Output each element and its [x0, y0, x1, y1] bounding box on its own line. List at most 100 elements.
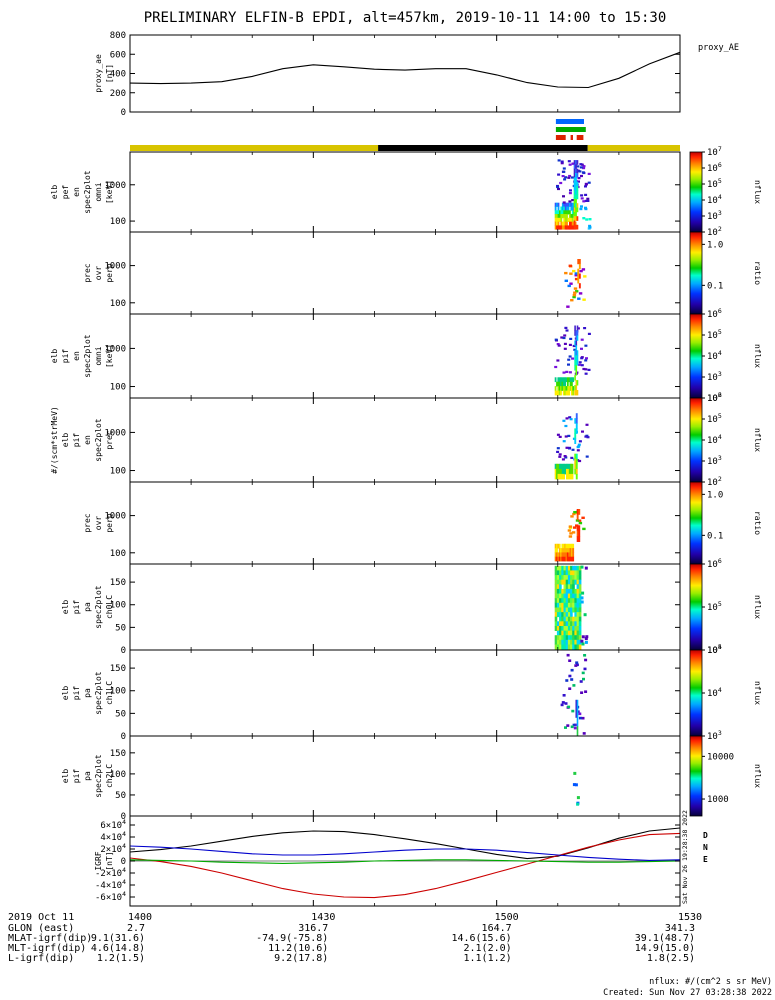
elb-pef-en-omni-spec-cell	[557, 159, 561, 162]
prec-ovr-perp-2-frame	[129, 481, 681, 565]
elb-pef-en-omni-spec-cell	[567, 202, 570, 207]
elb-pif-pa-ch0lc-spec-cell	[578, 635, 582, 641]
prec-ovr-perp-1-spec-cell	[568, 264, 572, 267]
elb-pif-pa-ch0lc-spec-cell	[570, 626, 573, 631]
elb-pif-pa-ch0lc-spec-cell	[554, 593, 558, 599]
elb-pif-pa-ch0lc-spec-cell	[570, 575, 573, 581]
elb-pif-pa-ch0lc-spec-cell	[561, 612, 564, 618]
elb-pef-en-omni-spec-cell	[577, 177, 581, 180]
elb-pif-pa-ch0lc-spec-cell	[565, 639, 569, 645]
status-bar-blue	[555, 119, 584, 124]
prec-ovr-perp-2-spec-cell	[564, 548, 566, 553]
elb-pif-pa-ch0lc-spec-cell	[561, 621, 564, 627]
elb-pif-pa-ch1lc-spec-cell	[575, 663, 579, 667]
elb-pif-en-prec-spec-cell	[568, 468, 571, 475]
elb-pif-pa-ch0lc-spec-cell	[565, 584, 569, 590]
elb-pif-pa-ch0lc-spec-cell	[561, 598, 564, 604]
elb-pif-pa-ch0lc-spec-cell	[576, 616, 580, 622]
elb-pef-en-omni-spec-cell	[557, 187, 560, 191]
elb-pif-en-prec-spec-cell	[566, 463, 568, 470]
elb-pif-pa-ch0lc-spec-cell	[565, 579, 569, 585]
elb-pif-pa-ch0lc-ylabel: pif	[72, 600, 81, 615]
elb-pif-pa-ch0lc-spec-cell	[572, 602, 575, 608]
elb-pif-pa-ch0lc-ytick-label: 50	[115, 623, 126, 633]
elb-pif-pa-ch0lc-spec-cell	[567, 612, 571, 618]
elb-pef-en-omni-spec-cell	[575, 194, 577, 200]
elb-pef-en-omni-spec-cell	[587, 172, 591, 175]
elb-pif-pa-ch0lc-spec-cell	[572, 635, 575, 641]
elb-pif-en-prec-cb-axis-label: nflux	[753, 428, 762, 452]
elb-pif-en-prec-spec-cell	[569, 418, 573, 421]
elb-pef-en-omni-spec-cell	[556, 214, 558, 219]
elb-pif-pa-ch0lc-spec-cell	[559, 575, 562, 581]
prec-ovr-perp-1-cb-axis-label: ratio	[753, 261, 762, 285]
elb-pef-en-omni-spec-cell	[556, 210, 558, 215]
elb-pif-pa-ch0lc-spec-cell	[572, 579, 575, 585]
proxy-ae-frame	[129, 34, 681, 113]
prec-ovr-perp-2-spec-cell	[562, 548, 565, 553]
prec-ovr-perp-2-spec-cell	[582, 527, 586, 531]
prec-ovr-perp-2-spec-cell	[571, 531, 576, 534]
elb-pif-en-omni-spec-cell	[565, 377, 568, 383]
elb-pif-en-prec-spec-cell	[585, 455, 589, 458]
nflux-units-note: nflux: #/(cm^2 s sr MeV)	[649, 977, 772, 987]
elb-pif-en-omni-spec-cell	[562, 381, 565, 387]
elb-pif-en-prec-spec-cell	[567, 434, 571, 437]
elb-pif-pa-ch0lc-spec-cell	[570, 644, 573, 650]
elb-pef-en-omni-spec-cell	[561, 202, 564, 207]
elb-pif-en-prec-spec-cell	[564, 456, 568, 459]
elb-pif-pa-ch0lc-spec-cell	[554, 612, 558, 618]
elb-pef-en-omni-spec-cell	[573, 198, 576, 204]
elb-pif-en-prec-spec-cell	[574, 418, 577, 424]
elb-pef-en-omni-spec-cell	[575, 207, 577, 213]
elb-pif-pa-ch0lc-spec-cell	[556, 612, 560, 618]
elb-pef-en-omni-spec-cell	[576, 173, 579, 178]
elb-pif-en-omni-spec-cell	[563, 342, 567, 345]
prec-ovr-perp-2-spec-cell	[578, 525, 581, 532]
elb-pif-pa-ch0lc-spec-cell	[572, 570, 575, 576]
elb-pif-en-omni-spec-cell	[574, 355, 576, 361]
status-bar-red	[570, 135, 573, 140]
elb-pif-pa-ch1lc-spec-cell	[572, 684, 576, 687]
elb-pif-en-omni-spec-cell	[572, 390, 575, 396]
prec-ovr-perp-2-spec-cell	[557, 556, 560, 562]
elb-pif-pa-ch0lc-spec-cell	[559, 584, 562, 590]
elb-pif-pa-ch1lc-spec-cell	[568, 659, 572, 662]
elb-pif-en-prec-spec-cell	[578, 459, 582, 463]
elb-pif-pa-ch0lc-spec-cell	[559, 607, 562, 613]
elb-pif-pa-ch2lc-ylabel: elb	[61, 769, 70, 784]
elb-pif-pa-ch0lc-spec-cell	[556, 639, 560, 645]
proxy-ae-line-proxy_AE	[129, 51, 681, 89]
elb-pif-en-prec-spec-cell	[554, 463, 557, 470]
elb-pif-en-prec-spec-cell	[559, 473, 561, 480]
prec-ovr-perp-1-spec-cell	[569, 282, 573, 285]
elb-pif-pa-ch0lc-spec-cell	[559, 639, 562, 645]
elb-pif-pa-ch0lc-spec-cell	[563, 579, 567, 585]
elb-pif-pa-ch0lc-spec-cell	[556, 630, 560, 636]
elb-pef-en-omni-spec-cell	[561, 206, 564, 211]
igrf-ytick-label: 0	[121, 857, 126, 867]
igrf-ytick-label: 4×104	[100, 830, 126, 843]
elb-pif-en-prec-spec-cell	[557, 468, 560, 475]
elb-pif-en-prec-spec-cell	[554, 468, 557, 475]
elb-pif-en-prec-spec-cell	[568, 446, 572, 449]
elb-pif-en-prec-spec-cell	[575, 413, 578, 419]
prec-ovr-perp-2-spec-cell	[569, 552, 572, 558]
elb-pif-en-omni-spec-cell	[554, 377, 557, 383]
elb-pef-en-omni-spec-cell	[573, 160, 576, 165]
elb-pif-pa-ch1lc-spec-cell	[564, 726, 567, 729]
elb-pif-pa-ch1lc-ytick-label: 50	[115, 709, 126, 719]
elb-pif-en-prec-colorbar	[689, 397, 703, 483]
elb-pif-pa-ch2lc-spec-cell	[576, 802, 580, 806]
elb-pef-en-omni-spec-cell	[575, 177, 577, 182]
elb-pif-en-prec-spec-cell	[568, 473, 571, 480]
elb-pif-pa-ch0lc-spec-cell	[567, 565, 571, 571]
elb-pef-en-omni-spec-cell	[554, 217, 557, 222]
elb-pif-en-prec-spec-cell	[577, 445, 581, 448]
elb-pef-en-omni-spec-cell	[569, 210, 571, 215]
prec-ovr-perp-1-frame	[129, 231, 681, 315]
elb-pef-en-omni-spec-cell	[573, 216, 576, 221]
elb-pif-pa-ch0lc-spec-cell	[584, 637, 588, 641]
elb-pif-pa-ch0lc-spec-cell	[567, 602, 571, 608]
elb-pif-en-omni-spec-cell	[562, 386, 565, 391]
